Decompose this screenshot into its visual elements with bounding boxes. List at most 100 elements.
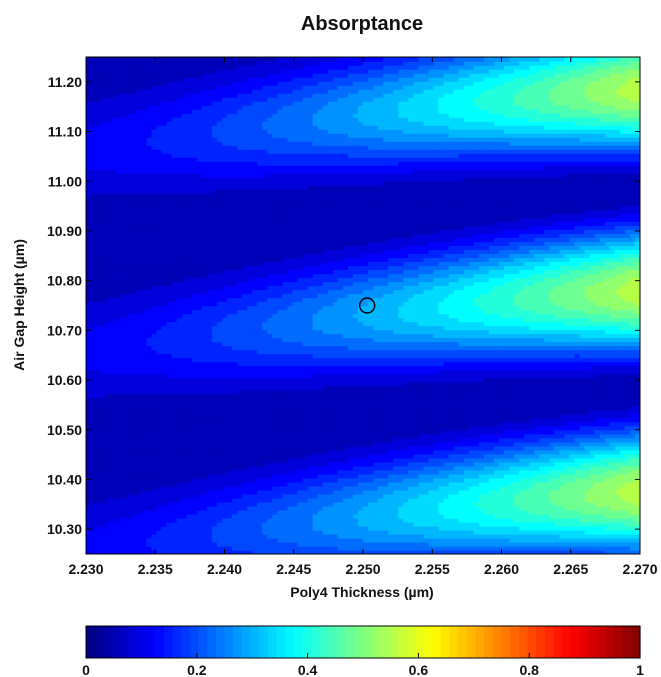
- contour-cell: [146, 401, 153, 407]
- contour-cell: [166, 533, 173, 539]
- contour-cell: [559, 377, 566, 383]
- contour-cell: [448, 521, 455, 527]
- contour-cell: [534, 429, 540, 435]
- contour-cell: [161, 381, 168, 387]
- contour-cell: [322, 485, 329, 491]
- contour-cell: [383, 425, 389, 431]
- contour-cell: [629, 373, 636, 379]
- contour-cell: [352, 377, 359, 383]
- contour-cell: [141, 449, 148, 455]
- contour-cell: [418, 489, 425, 495]
- contour-cell: [332, 401, 339, 407]
- contour-cell: [287, 521, 294, 527]
- contour-cell: [146, 449, 153, 455]
- contour-cell: [363, 417, 369, 423]
- contour-cell: [614, 385, 621, 391]
- contour-cell: [302, 517, 309, 523]
- contour-cell: [594, 385, 601, 391]
- contour-cell: [171, 501, 178, 507]
- contour-cell: [388, 469, 394, 475]
- contour-cell: [186, 521, 193, 527]
- contour-cell: [549, 389, 555, 395]
- contour-cell: [478, 393, 485, 399]
- contour-cell: [136, 541, 142, 547]
- contour-cell: [166, 445, 173, 451]
- contour-cell: [196, 405, 203, 411]
- contour-cell: [247, 469, 253, 475]
- contour-cell: [433, 373, 440, 379]
- contour-cell: [423, 517, 430, 523]
- contour-cell: [539, 521, 545, 527]
- contour-cell: [297, 405, 304, 411]
- contour-cell: [191, 425, 198, 431]
- contour-cell: [151, 501, 158, 507]
- contour-cell: [357, 393, 364, 399]
- contour-cell: [317, 441, 324, 447]
- contour-cell: [277, 505, 284, 511]
- contour-cell: [488, 417, 495, 423]
- contour-cell: [297, 369, 304, 375]
- contour-cell: [509, 513, 515, 519]
- contour-cell: [403, 417, 409, 423]
- contour-cell: [257, 389, 263, 395]
- contour-cell: [418, 429, 425, 435]
- contour-cell: [483, 441, 490, 447]
- contour-cell: [393, 545, 399, 551]
- contour-cell: [478, 425, 485, 431]
- contour-cell: [529, 417, 535, 423]
- contour-cell: [614, 505, 621, 511]
- contour-cell: [423, 373, 430, 379]
- contour-cell: [554, 437, 561, 443]
- contour-cell: [534, 413, 540, 419]
- contour-cell: [317, 489, 324, 495]
- contour-cell: [277, 501, 284, 507]
- contour-cell: [483, 469, 490, 475]
- contour-cell: [483, 537, 490, 543]
- contour-cell: [292, 429, 299, 435]
- contour-cell: [347, 497, 354, 503]
- contour-cell: [413, 381, 419, 387]
- contour-cell: [322, 417, 329, 423]
- contour-cell: [378, 445, 384, 451]
- contour-cell: [574, 481, 581, 487]
- contour-cell: [277, 445, 284, 451]
- contour-cell: [352, 413, 359, 419]
- contour-cell: [257, 537, 263, 543]
- contour-cell: [307, 429, 314, 435]
- contour-cell: [211, 381, 218, 387]
- contour-cell: [483, 377, 490, 383]
- contour-cell: [191, 441, 198, 447]
- contour-cell: [433, 409, 440, 415]
- contour-cell: [96, 541, 102, 547]
- contour-cell: [574, 397, 581, 403]
- contour-cell: [171, 545, 178, 551]
- contour-cell: [554, 373, 561, 379]
- contour-cell: [101, 409, 107, 415]
- contour-cell: [146, 501, 153, 507]
- contour-cell: [408, 401, 414, 407]
- contour-cell: [378, 397, 384, 403]
- contour-cell: [569, 469, 576, 475]
- contour-cell: [146, 397, 153, 403]
- contour-cell: [252, 449, 258, 455]
- contour-cell: [272, 433, 278, 439]
- contour-cell: [609, 529, 616, 535]
- contour-cell: [614, 445, 621, 451]
- contour-cell: [524, 401, 530, 407]
- contour-cell: [101, 385, 107, 391]
- contour-cell: [524, 481, 530, 487]
- contour-cell: [604, 389, 611, 395]
- contour-cell: [262, 429, 268, 435]
- contour-cell: [297, 401, 304, 407]
- contour-cell: [498, 501, 505, 507]
- contour-cell: [544, 377, 550, 383]
- contour-cell: [514, 525, 520, 531]
- contour-cell: [327, 401, 334, 407]
- contour-cell: [332, 549, 339, 554]
- contour-cell: [332, 437, 339, 443]
- contour-cell: [398, 393, 404, 399]
- contour-cell: [91, 481, 97, 487]
- contour-cell: [564, 505, 571, 511]
- contour-cell: [277, 369, 284, 375]
- contour-cell: [201, 529, 208, 535]
